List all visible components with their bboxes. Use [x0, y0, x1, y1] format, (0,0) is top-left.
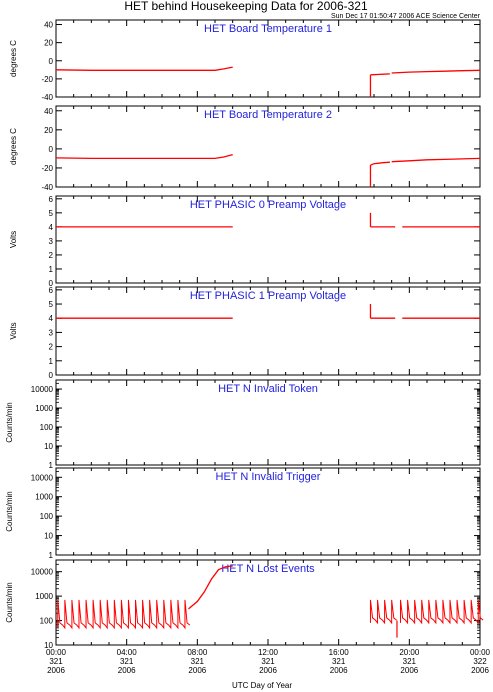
y-axis-label: Volts	[9, 231, 18, 248]
x-tick-label-year: 2006	[259, 666, 277, 675]
x-tick-label-time: 00:00	[46, 648, 67, 657]
x-tick-label-year: 2006	[330, 666, 348, 675]
y-tick-label: 1000	[35, 592, 53, 601]
series-line	[370, 161, 390, 166]
y-tick-label: 2	[49, 251, 54, 260]
x-axis: 00:00321200604:00321200608:00321200612:0…	[46, 648, 491, 675]
y-tick-label: 10000	[31, 385, 54, 394]
y-tick-label: -40	[41, 183, 53, 192]
series-bursts	[369, 599, 397, 625]
y-tick-label: 1000	[35, 493, 53, 502]
figure-title: HET behind Housekeeping Data for 2006-32…	[124, 0, 368, 13]
series-line	[55, 66, 233, 71]
y-axis-label: Counts/min	[5, 491, 14, 531]
y-tick-label: 0	[49, 371, 54, 380]
y-tick-label: 10000	[31, 568, 54, 577]
y-tick-label: 10	[44, 641, 53, 650]
panel-title: HET PHASIC 0 Preamp Voltage	[190, 199, 346, 211]
x-tick-label-time: 20:00	[399, 648, 420, 657]
panel-title: HET Board Temperature 1	[204, 23, 332, 35]
y-tick-label: 10	[44, 532, 53, 541]
y-tick-label: 3	[49, 237, 54, 246]
y-tick-label: 2	[49, 343, 54, 352]
series-line	[55, 153, 233, 160]
y-tick-label: 10000	[31, 473, 54, 482]
x-tick-label-doy: 321	[191, 657, 205, 666]
y-axis-label: degrees C	[9, 128, 18, 165]
series-bursts	[400, 599, 484, 625]
x-tick-label-time: 08:00	[187, 648, 208, 657]
y-tick-label: 5	[49, 209, 54, 218]
y-tick-label: 6	[49, 195, 54, 204]
x-axis-label: UTC Day of Year	[232, 681, 292, 690]
x-tick-label-year: 2006	[400, 666, 418, 675]
panel-3: 0 1 2 3 4 5 6 Volts HET PHASIC 0 Preamp Voltage	[9, 195, 481, 288]
series-line	[370, 73, 390, 76]
x-tick-label-doy: 321	[120, 657, 134, 666]
x-tick-label-doy: 321	[261, 657, 275, 666]
y-axis-label: Counts/min	[5, 582, 14, 622]
y-tick-label: 6	[49, 286, 54, 295]
y-tick-label: 40	[44, 107, 53, 116]
panel-5: 1 10 100 1000 10000 Counts/min HET N Invalid T…	[5, 379, 481, 470]
x-tick-label-doy: 321	[403, 657, 417, 666]
x-tick-label-time: 04:00	[117, 648, 138, 657]
y-axis-label: degrees C	[9, 40, 18, 77]
x-tick-label-time: 00:00	[470, 648, 491, 657]
y-tick-label: 100	[40, 512, 54, 521]
panel-title: HET N Invalid Trigger	[216, 471, 321, 483]
y-tick-label: 1000	[35, 404, 53, 413]
panel-title: HET N Invalid Token	[218, 383, 318, 395]
x-tick-label-year: 2006	[188, 666, 206, 675]
panel-title: HET Board Temperature 2	[204, 109, 332, 121]
series-line	[391, 69, 481, 74]
x-tick-label-doy: 321	[49, 657, 63, 666]
panel-4: 0 1 2 3 4 5 6 Volts HET PHASIC 1 Preamp Voltage	[9, 286, 481, 380]
y-tick-label: 1	[49, 357, 54, 366]
y-axis-label: Counts/min	[5, 402, 14, 442]
x-tick-label-time: 16:00	[329, 648, 350, 657]
y-tick-label: -20	[41, 75, 53, 84]
x-tick-label-year: 2006	[47, 666, 65, 675]
y-tick-label: 4	[49, 314, 54, 323]
series-ramp	[188, 565, 233, 610]
y-axis-label: Volts	[9, 322, 18, 339]
y-tick-label: 3	[49, 328, 54, 337]
y-tick-label: 1	[49, 461, 54, 470]
y-tick-label: 100	[40, 617, 54, 626]
x-tick-label-year: 2006	[118, 666, 136, 675]
panel-title: HET PHASIC 1 Preamp Voltage	[190, 290, 346, 302]
panel-title: HET N Lost Events	[221, 563, 315, 575]
y-tick-label: 20	[44, 126, 53, 135]
y-tick-label: 1	[49, 551, 54, 560]
x-tick-label-year: 2006	[471, 666, 489, 675]
panel-7: 10 100 1000 10000 Counts/min HET N Lost Event…	[5, 559, 484, 650]
y-tick-label: 100	[40, 423, 54, 432]
series-line	[391, 157, 481, 163]
y-tick-label: 4	[49, 223, 54, 232]
y-tick-label: 20	[44, 39, 53, 48]
y-tick-label: 0	[49, 57, 54, 66]
y-tick-label: 0	[49, 279, 54, 288]
x-tick-label-time: 12:00	[258, 648, 279, 657]
generation-timestamp: Sun Dec 17 01:50:47 2006 ACE Science Cen…	[331, 13, 481, 20]
panel-1: -40 -20 0 20 40 degrees C HET Board Temperatur…	[9, 19, 481, 102]
panel-6: 1 10 100 1000 10000 Counts/min HET N Invalid T…	[5, 467, 481, 560]
y-tick-label: 5	[49, 300, 54, 309]
y-tick-label: 0	[49, 145, 54, 154]
x-tick-label-doy: 322	[473, 657, 487, 666]
y-tick-label: -40	[41, 93, 53, 102]
y-tick-label: 40	[44, 21, 53, 30]
x-tick-label-doy: 321	[332, 657, 346, 666]
y-tick-label: 1	[49, 265, 54, 274]
series-bursts	[57, 599, 191, 630]
y-tick-label: 10	[44, 442, 53, 451]
panel-2: -40 -20 0 20 40 degrees C HET Board Temperatur…	[9, 105, 481, 192]
y-tick-label: -20	[41, 164, 53, 173]
